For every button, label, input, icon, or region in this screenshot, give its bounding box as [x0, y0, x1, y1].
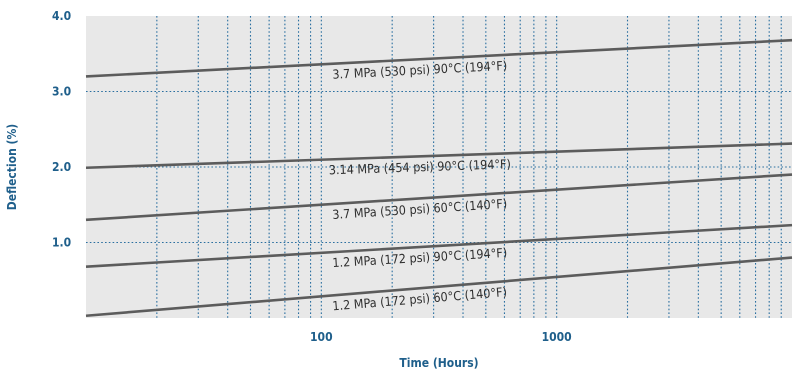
x-tick-label: 100 [310, 330, 333, 344]
series-lines [85, 38, 793, 318]
x-axis-label: Time (Hours) [399, 356, 478, 370]
y-axis-label: Deflection (%) [5, 124, 19, 210]
series-line [85, 173, 793, 222]
x-tick-label: 1000 [542, 330, 572, 344]
y-tick-label: 3.0 [52, 85, 71, 99]
y-tick-label: 2.0 [52, 160, 71, 174]
series-line [85, 142, 793, 170]
grid [86, 16, 792, 318]
series-label: 3.14 MPa (454 psi) 90°C (194°F) [329, 156, 512, 177]
series-line [85, 256, 793, 318]
tick-labels: 1.0 2.0 3.0 4.0 100 1000 [52, 9, 572, 344]
series-line [85, 38, 793, 78]
series-line [85, 223, 793, 268]
y-tick-label: 4.0 [52, 9, 71, 23]
y-tick-label: 1.0 [52, 236, 71, 250]
